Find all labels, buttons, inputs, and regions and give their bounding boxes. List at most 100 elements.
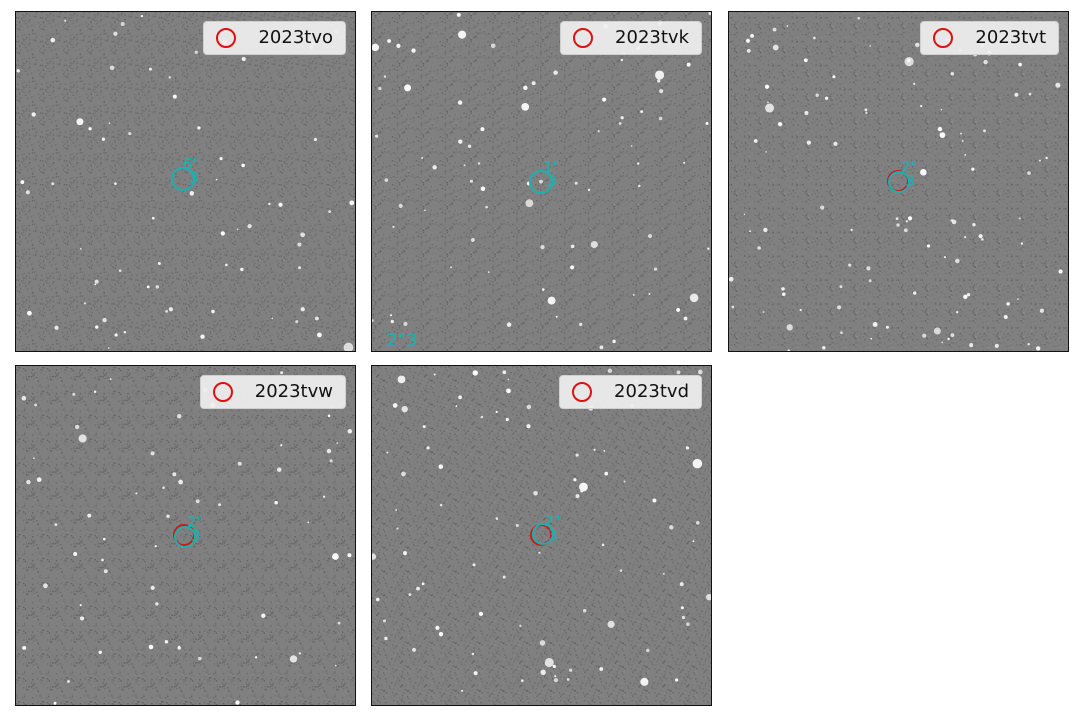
star [575,453,579,457]
star [922,333,927,338]
star [495,517,499,520]
star [480,127,485,132]
star [981,238,984,241]
star [335,664,337,667]
star [926,244,931,248]
star [469,179,474,183]
star [618,122,622,125]
offset-tag-bottom: 3 [191,527,201,545]
legend-label: 2023tvo [258,27,333,48]
star [396,527,399,530]
star [421,582,425,586]
image-panel-2023tvw: 2" 3 2023tvw [15,365,356,706]
star [247,223,252,229]
star [832,75,836,79]
star [392,225,395,228]
star [705,121,709,125]
star [16,69,20,73]
star [806,140,812,145]
star [329,459,333,463]
star [555,315,558,318]
legend-label: 2023tvk [615,27,689,48]
offset-tag-top: 1" [543,158,560,176]
star [896,223,900,227]
star [659,89,664,94]
star [411,48,416,53]
star [1027,171,1031,175]
offset-tag-bottom: 3 [189,169,199,187]
star [225,263,228,267]
star [820,205,825,210]
star [162,486,165,489]
star [236,228,239,231]
star [94,279,99,284]
star [850,228,853,232]
star [772,44,779,51]
star [833,141,838,146]
star [799,308,802,312]
star [103,569,108,574]
star [697,369,703,375]
star [83,302,86,305]
star [857,16,861,20]
star [822,346,826,350]
star [840,331,843,335]
star [372,43,380,52]
star [280,444,283,447]
offset-tag-bottom: 3 [905,172,915,190]
star [438,464,444,469]
star [587,188,591,191]
star [395,508,398,511]
star [971,167,975,171]
observed-ring [529,170,553,194]
star [123,331,127,334]
star [140,14,144,18]
star [803,58,808,63]
star [575,494,580,499]
star [695,520,700,525]
star [189,191,195,196]
star [972,223,976,227]
star [237,461,242,466]
star [569,668,573,672]
star [278,202,283,207]
star [109,378,112,381]
star [404,84,412,92]
star [64,19,67,22]
observed-ring [171,167,195,191]
star [274,500,278,505]
star [114,333,118,337]
star [679,582,684,587]
star [289,655,298,663]
star [749,230,751,233]
star [128,131,132,136]
star [424,209,426,212]
star [26,479,31,485]
star [502,370,507,375]
star [457,30,467,39]
star [295,320,299,324]
star [540,669,546,675]
star [915,42,920,48]
star [743,213,746,216]
star [88,127,92,131]
star [50,37,56,43]
star [815,93,819,97]
star [383,75,387,78]
star [268,202,271,206]
star [943,256,946,259]
star [955,311,959,314]
star [689,293,699,303]
star [837,305,842,310]
star [458,395,462,400]
star [604,471,609,476]
star [108,122,111,125]
star [473,671,478,676]
star [194,50,198,54]
star [74,424,80,430]
star [1028,92,1032,96]
star [422,425,426,429]
star [336,442,339,444]
star [866,266,871,271]
star [485,205,488,209]
